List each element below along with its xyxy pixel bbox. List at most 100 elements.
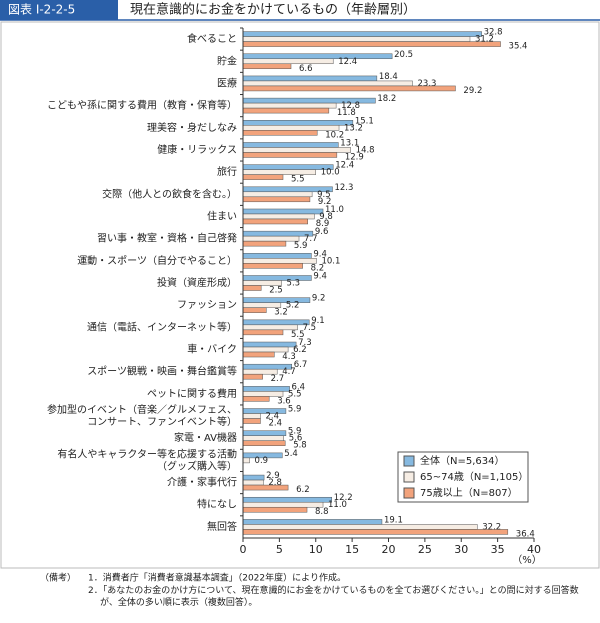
bar [242, 230, 314, 237]
value-label: 6.6 [299, 64, 313, 74]
x-tick-label: 5 [276, 543, 283, 556]
value-label: 36.4 [516, 529, 535, 539]
bar [242, 519, 383, 525]
value-label: 12.3 [334, 183, 353, 193]
bar [242, 85, 456, 92]
bar [242, 258, 317, 264]
bar [242, 418, 261, 424]
bar [242, 484, 289, 491]
value-label: 9.6 [315, 227, 329, 237]
y-tick-label: 特になし [197, 499, 237, 511]
y-tick-label: 介護・家事代行 [167, 476, 237, 489]
value-label: 18.4 [379, 72, 398, 82]
note-wrap: 2．「あなたのお金のかけ方について、現在意識的にお金をかけているものを全てお選び… [88, 586, 579, 608]
bar [242, 435, 284, 441]
bar [242, 524, 478, 530]
value-label: 5.4 [284, 449, 298, 459]
legend-label: 75歳以上（N=807） [420, 487, 518, 499]
bar [242, 329, 284, 336]
y-tick-label: ペットに関する費用 [147, 387, 237, 400]
value-label: 2.9 [266, 471, 280, 481]
bar [242, 174, 284, 180]
value-label: 9.2 [318, 197, 332, 207]
value-label: 2.4 [265, 412, 279, 422]
value-label: 18.2 [377, 94, 396, 104]
bar [242, 396, 270, 402]
bar [242, 58, 334, 65]
value-label: 11.0 [328, 500, 347, 510]
bar [242, 373, 263, 380]
value-label: 9.4 [313, 249, 327, 259]
bar [242, 63, 292, 70]
bar [242, 351, 275, 358]
y-tick-label: 食べること [187, 32, 237, 45]
value-label: 12.9 [345, 152, 364, 162]
value-label: 10.0 [321, 168, 340, 178]
y-tick-label: 理美容・身だしなみ [147, 121, 237, 134]
x-tick-label: 30 [454, 543, 468, 556]
value-label: 5.9 [288, 427, 302, 437]
value-label: 11.0 [325, 205, 344, 215]
y-tick-label: 交際（他人との飲食を含む。） [102, 187, 237, 200]
value-label: 6.2 [296, 485, 310, 495]
value-label: 5.2 [286, 301, 300, 311]
value-label: 32.2 [482, 522, 501, 532]
bar [242, 218, 308, 225]
bar [242, 130, 318, 136]
bar [242, 253, 312, 259]
value-label: 2.8 [268, 478, 282, 488]
y-tick-label: 習い事・教室・資格・自己啓発 [97, 232, 237, 245]
frame [0, 21, 600, 569]
value-label: 5.5 [288, 389, 302, 399]
bar [242, 341, 297, 348]
value-label: 5.6 [289, 434, 303, 444]
bar [242, 474, 265, 481]
value-label: 2.4 [268, 419, 282, 429]
bar [242, 457, 250, 464]
bar [242, 529, 509, 535]
bar [242, 297, 311, 303]
bar [242, 235, 300, 242]
x-tick-label: 0 [240, 543, 247, 556]
bar [242, 53, 393, 60]
value-label: 2.5 [269, 286, 283, 296]
bar [242, 285, 262, 291]
value-label: 9.5 [317, 190, 331, 200]
value-label: 12.2 [334, 493, 353, 503]
figure-id-box [0, 0, 118, 20]
value-label: 5.9 [288, 405, 302, 415]
y-tick-label: 健康・リラックス [157, 143, 237, 156]
y-tick-label: 住まい [207, 209, 237, 222]
bar [242, 430, 287, 436]
value-label: 7.7 [304, 234, 318, 244]
notes-label: （備考） [40, 572, 76, 584]
y-tick-label: 車・バイク [187, 343, 237, 356]
title: 現在意識的にお金をかけているもの（年齢層別） [130, 2, 416, 18]
y-tick-label: 無回答 [207, 520, 237, 533]
value-label: 32.8 [484, 28, 503, 38]
bar [242, 31, 482, 37]
bar [242, 80, 413, 87]
bar [242, 102, 337, 109]
value-label: 4.7 [282, 367, 296, 377]
y-tick-label: 家電・AV機器 [174, 431, 237, 444]
bar [242, 307, 267, 313]
bar [242, 386, 290, 392]
bar [242, 196, 311, 203]
value-label: 15.1 [355, 116, 374, 126]
y-tick-label: ファッション [177, 300, 237, 311]
value-label: 13.2 [344, 123, 363, 133]
value-label: 4.3 [282, 352, 296, 362]
value-label: 8.2 [311, 263, 325, 273]
value-label: 19.1 [384, 515, 403, 525]
bar [242, 263, 303, 269]
value-label: 31.2 [475, 35, 494, 45]
bar [242, 440, 286, 446]
bar [242, 164, 334, 170]
value-label: 7.5 [303, 323, 317, 333]
value-label: 10.2 [325, 130, 344, 140]
bar [242, 319, 310, 326]
value-label: 8.9 [316, 219, 330, 229]
value-label: 5.8 [293, 441, 307, 451]
value-label: 29.2 [463, 86, 482, 96]
